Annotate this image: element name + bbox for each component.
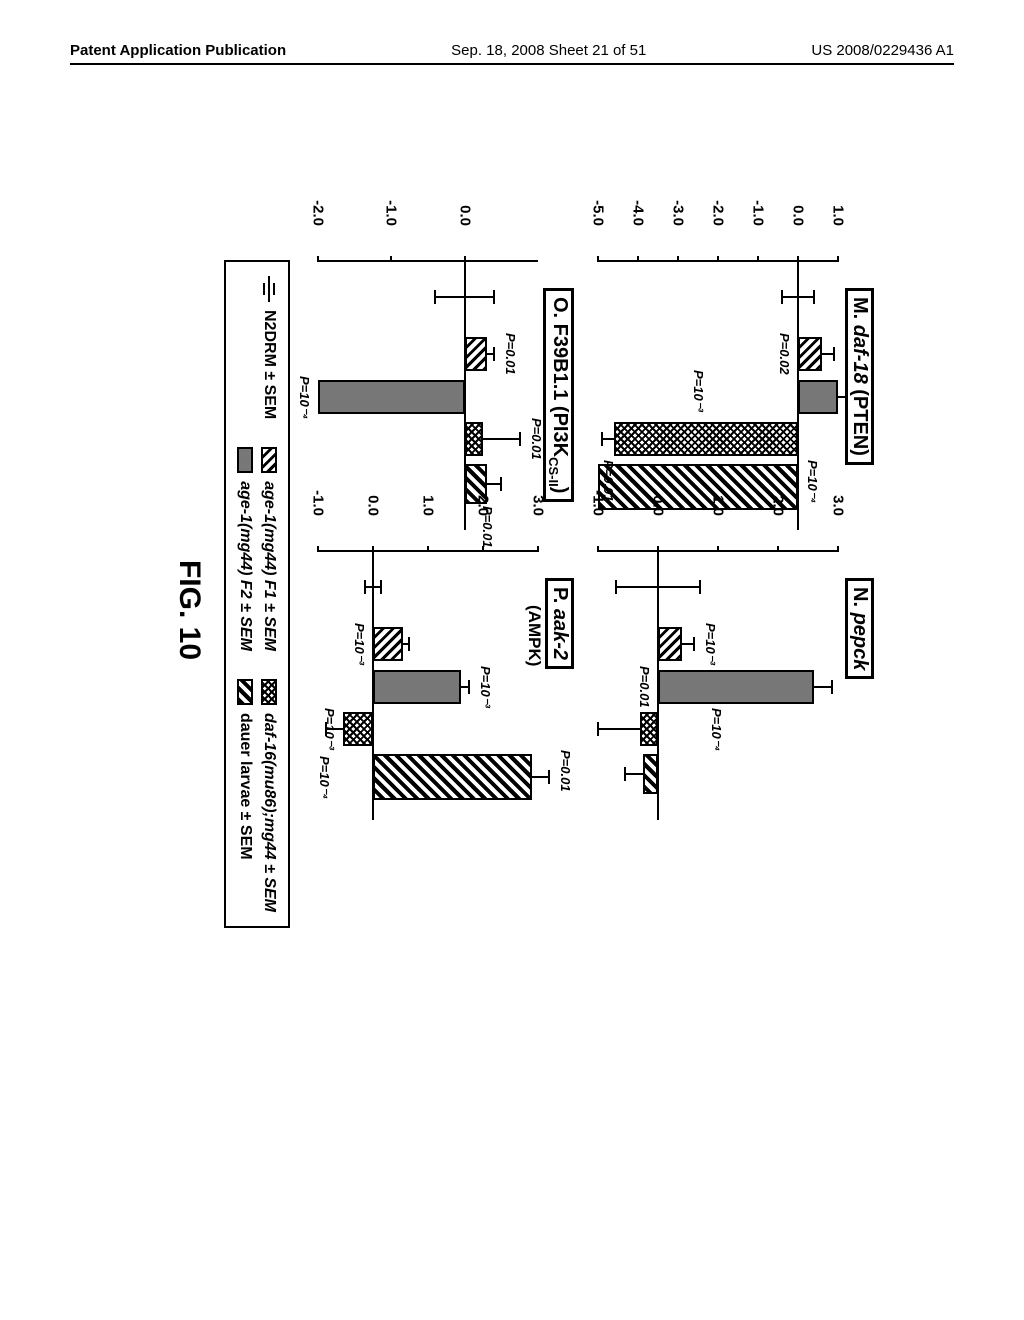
y-tick-label: -2.0	[310, 200, 327, 226]
p-value: P=10⁻⁴	[708, 708, 724, 751]
panel-n: N. pepck 3.02.01.00.0-1.0P=10⁻³P=0.01P=1…	[590, 550, 870, 820]
legend-dauer: dauer larvae ± SEM	[236, 679, 254, 912]
bar-f1	[465, 337, 487, 371]
bar-daf16	[640, 712, 658, 746]
legend-swatch	[261, 679, 277, 705]
bar-dauer	[643, 754, 658, 794]
header-left: Patent Application Publication	[70, 42, 286, 59]
legend: N2DRM ± SEM age-1(mg44) F1 ± SEM age-1(m…	[224, 260, 290, 928]
p-value: P=0.02	[777, 333, 792, 375]
y-tick-label: 1.0	[710, 495, 727, 516]
bar-dauer	[598, 464, 798, 510]
legend-label: daf-16(mu86);mg44 ± SEM	[260, 713, 278, 912]
legend-label: dauer larvae ± SEM	[236, 713, 254, 860]
y-tick-label: -3.0	[670, 200, 687, 226]
bar-daf16	[343, 712, 373, 746]
legend-swatch	[237, 447, 253, 473]
p-value: P=10⁻³	[477, 666, 493, 708]
bar-f2	[318, 380, 465, 414]
bar-dauer	[373, 754, 533, 800]
y-tick-label: 1.0	[420, 495, 437, 516]
chart-area: 3.02.01.00.0-1.0P=10⁻³P=10⁻³P=10⁻³P=0.01…	[318, 550, 538, 820]
y-tick-label: -1.0	[750, 200, 767, 226]
legend-label: age-1(mg44) F2 ± SEM	[236, 481, 254, 651]
p-value: P=0.01	[637, 666, 652, 708]
chart-area: 3.02.01.00.0-1.0P=10⁻³P=0.01P=10⁻⁴	[598, 550, 838, 820]
panel-p: P. aak-2 (AMPK)3.02.01.00.0-1.0P=10⁻³P=1…	[310, 550, 570, 820]
panel-title: N. pepck	[845, 578, 874, 679]
bar-daf16	[465, 422, 483, 456]
y-tick-label: -1.0	[383, 200, 400, 226]
panel-o: O. F39B1.1 (PI3KCS-II)0.0-1.0-2.0P=0.01P…	[310, 260, 570, 530]
header-center: Sep. 18, 2008 Sheet 21 of 51	[451, 42, 646, 59]
y-tick-label: -1.0	[590, 490, 607, 516]
legend-f1: age-1(mg44) F1 ± SEM	[260, 447, 278, 651]
bar-f2	[798, 380, 838, 414]
legend-swatch	[261, 447, 277, 473]
legend-label: age-1(mg44) F1 ± SEM	[260, 481, 278, 651]
legend-swatch	[237, 679, 253, 705]
top-row: M. daf-18 (PTEN)1.00.0-1.0-2.0-3.0-4.0-5…	[590, 260, 870, 960]
y-tick-label: 0.0	[456, 205, 473, 226]
p-value: P=0.01	[529, 418, 544, 460]
y-tick-label: 0.0	[790, 205, 807, 226]
bar-daf16	[614, 422, 798, 456]
panel-m: M. daf-18 (PTEN)1.00.0-1.0-2.0-3.0-4.0-5…	[590, 260, 870, 530]
bar-f2	[373, 670, 461, 704]
p-value: P=10⁻⁴	[804, 460, 820, 503]
chart-area: 1.00.0-1.0-2.0-3.0-4.0-5.0P=0.02P=10⁻⁷P=…	[598, 260, 838, 530]
p-value: P=10⁻⁴	[296, 376, 312, 419]
panel-title: O. F39B1.1 (PI3KCS-II)	[543, 288, 574, 502]
y-tick-label: 0.0	[650, 495, 667, 516]
bar-f2	[658, 670, 814, 704]
chart-area: 0.0-1.0-2.0P=0.01P=10⁻⁴P=0.01P=0.01	[318, 260, 538, 530]
legend-label: N2DRM ± SEM	[260, 310, 278, 419]
y-tick-label: -4.0	[630, 200, 647, 226]
y-tick-label: -5.0	[590, 200, 607, 226]
legend-swatch-line	[268, 276, 270, 302]
panel-title: P. aak-2	[545, 578, 574, 669]
p-value: P=10⁻⁴	[316, 756, 332, 799]
header-right: US 2008/0229436 A1	[811, 42, 954, 59]
y-tick-label: 0.0	[365, 495, 382, 516]
y-tick-label: 1.0	[830, 205, 847, 226]
p-value: P=10⁻³	[690, 370, 706, 412]
legend-daf16: daf-16(mu86);mg44 ± SEM	[260, 679, 278, 912]
p-value: P=0.01	[503, 333, 518, 375]
page-header: Patent Application Publication Sep. 18, …	[70, 42, 954, 65]
y-tick-label: 3.0	[830, 495, 847, 516]
panel-title: M. daf-18 (PTEN)	[845, 288, 874, 465]
p-value: P=10⁻³	[702, 623, 718, 665]
y-tick-label: -1.0	[310, 490, 327, 516]
y-tick-label: 2.0	[475, 495, 492, 516]
y-tick-label: -2.0	[710, 200, 727, 226]
figure-label: FIG. 10	[172, 260, 206, 960]
bar-f1	[798, 337, 822, 371]
p-value: P=10⁻³	[321, 708, 337, 750]
bottom-row: O. F39B1.1 (PI3KCS-II)0.0-1.0-2.0P=0.01P…	[310, 260, 570, 960]
figure-container: M. daf-18 (PTEN)1.00.0-1.0-2.0-3.0-4.0-5…	[170, 260, 870, 960]
legend-n2drm: N2DRM ± SEM	[260, 276, 278, 419]
legend-f2: age-1(mg44) F2 ± SEM	[236, 447, 254, 651]
y-tick-label: 2.0	[770, 495, 787, 516]
p-value: P=10⁻³	[351, 623, 367, 665]
bar-f1	[658, 627, 682, 661]
bar-f1	[373, 627, 403, 661]
p-value: P=0.01	[558, 750, 573, 792]
